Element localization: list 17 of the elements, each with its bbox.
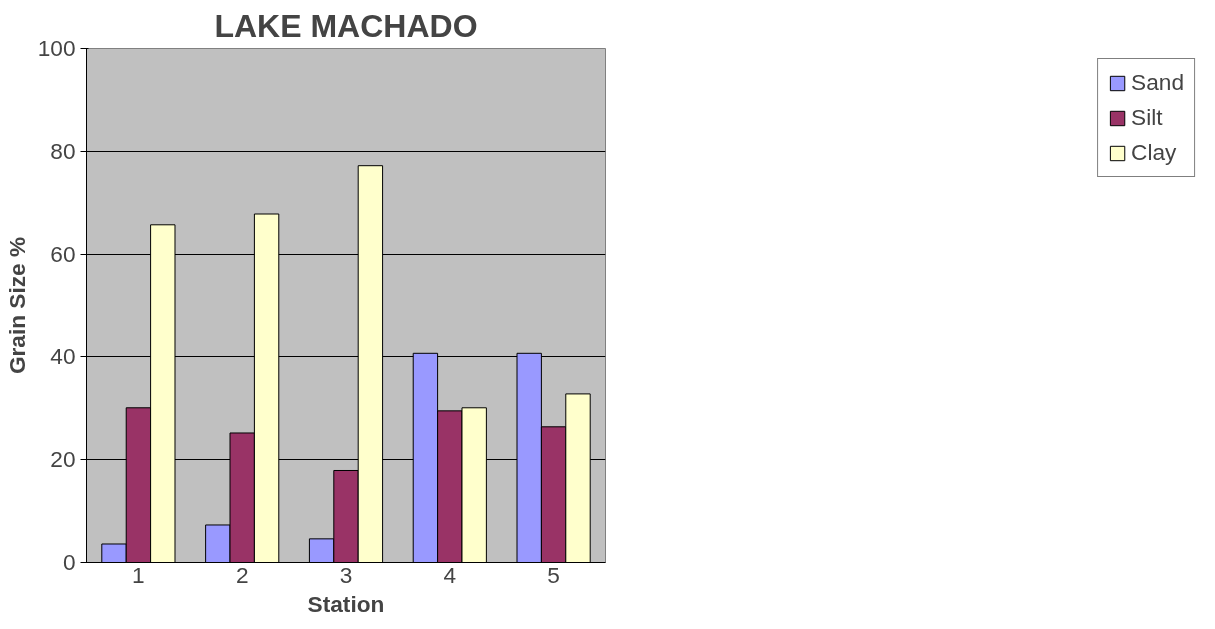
legend-label: Clay: [1131, 139, 1177, 166]
x-axis-title: Station: [307, 590, 385, 617]
x-tick-label: 3: [339, 561, 353, 588]
y-tick-label: 100: [37, 35, 76, 61]
y-tick-label: 80: [50, 137, 76, 164]
x-tick-label: 2: [235, 561, 249, 588]
chart-title: LAKE MACHADO: [214, 7, 478, 44]
y-tick-label: 60: [50, 240, 76, 267]
y-tick-label: 0: [62, 549, 76, 575]
x-tick-label: 4: [443, 561, 457, 588]
legend-label: Sand: [1131, 69, 1184, 96]
y-tick-label: 40: [50, 343, 76, 370]
y-tick-label: 20: [50, 446, 76, 473]
x-tick-label: 5: [547, 561, 560, 588]
y-axis-title: Grain Size %: [3, 236, 30, 375]
x-tick-label: 1: [132, 561, 145, 588]
legend-label: Silt: [1131, 104, 1163, 131]
